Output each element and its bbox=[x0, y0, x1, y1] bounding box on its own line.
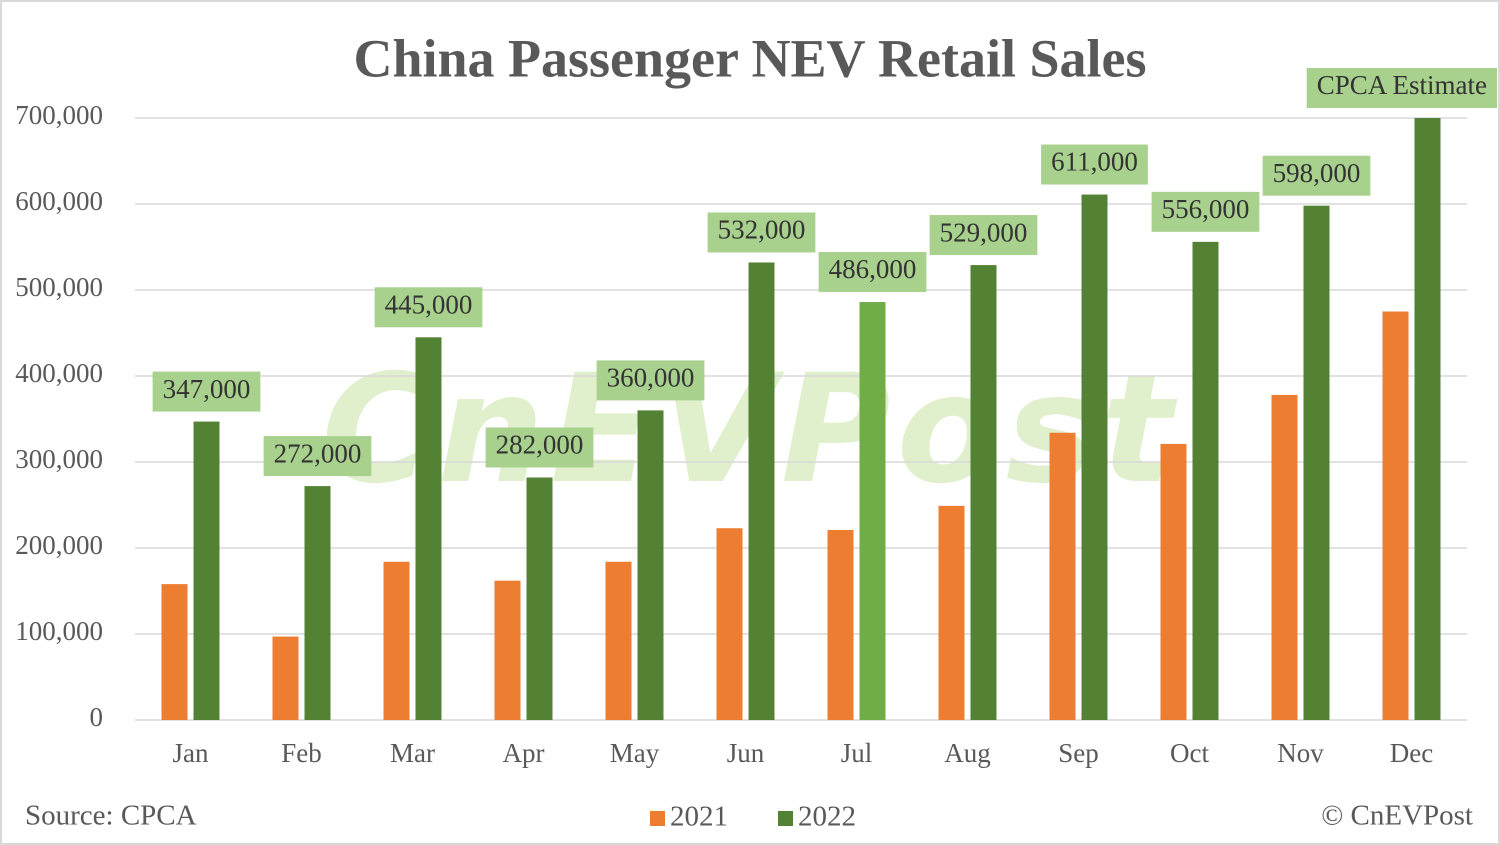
bar bbox=[1049, 432, 1076, 720]
data-label: 445,000 bbox=[374, 287, 483, 328]
x-tick-label: Oct bbox=[1170, 738, 1209, 768]
label-box bbox=[152, 371, 261, 412]
data-label-text: 445,000 bbox=[385, 290, 473, 320]
x-tick-label: Apr bbox=[503, 738, 545, 768]
legend-swatch bbox=[778, 811, 793, 826]
bar bbox=[716, 528, 743, 720]
data-label: 272,000 bbox=[263, 436, 372, 477]
label-box bbox=[929, 215, 1038, 256]
data-label: 611,000 bbox=[1041, 144, 1148, 185]
data-label: CPCA Estimate bbox=[1306, 68, 1497, 108]
bar bbox=[1081, 194, 1108, 721]
label-box bbox=[707, 212, 816, 253]
label-box bbox=[263, 436, 372, 477]
legend-swatch bbox=[650, 811, 665, 826]
y-tick-label: 0 bbox=[90, 702, 104, 732]
data-label: 486,000 bbox=[818, 252, 927, 293]
bar bbox=[526, 477, 553, 720]
bar bbox=[859, 302, 886, 720]
y-tick-label: 700,000 bbox=[15, 100, 103, 130]
x-tick-label: Aug bbox=[944, 738, 991, 768]
data-label-text: CPCA Estimate bbox=[1317, 70, 1487, 100]
bar bbox=[970, 265, 997, 720]
y-tick-label: 100,000 bbox=[15, 616, 103, 646]
chart-title: China Passenger NEV Retail Sales bbox=[353, 28, 1146, 88]
data-label-text: 556,000 bbox=[1162, 194, 1250, 224]
y-tick-label: 500,000 bbox=[15, 272, 103, 302]
bar bbox=[304, 486, 331, 720]
data-label-text: 529,000 bbox=[940, 217, 1028, 247]
bar bbox=[383, 561, 410, 720]
bar bbox=[1382, 311, 1409, 720]
x-tick-label: Dec bbox=[1390, 738, 1433, 768]
label-box bbox=[485, 427, 594, 468]
label-box bbox=[818, 252, 927, 293]
data-label: 282,000 bbox=[485, 427, 594, 468]
x-tick-label: Nov bbox=[1277, 738, 1324, 768]
data-label-text: 611,000 bbox=[1051, 147, 1138, 177]
y-tick-label: 300,000 bbox=[15, 444, 103, 474]
y-tick-label: 200,000 bbox=[15, 530, 103, 560]
data-label-text: 598,000 bbox=[1273, 158, 1361, 188]
data-label-text: 486,000 bbox=[829, 254, 917, 284]
x-tick-label: Jul bbox=[841, 738, 873, 768]
label-box bbox=[1041, 144, 1148, 185]
bar bbox=[494, 580, 521, 720]
legend-label: 2021 bbox=[670, 801, 728, 833]
x-tick-label: Feb bbox=[281, 738, 322, 768]
bar bbox=[938, 505, 965, 720]
bar bbox=[415, 337, 442, 720]
data-label: 529,000 bbox=[929, 215, 1038, 256]
label-box bbox=[1306, 68, 1497, 108]
bar bbox=[1303, 205, 1330, 721]
bar bbox=[272, 636, 299, 720]
data-label: 532,000 bbox=[707, 212, 816, 253]
watermark: CnEVPost bbox=[321, 343, 1178, 517]
x-tick-label: May bbox=[610, 738, 660, 768]
data-label-text: 282,000 bbox=[496, 430, 584, 460]
bar bbox=[193, 421, 220, 720]
y-tick-label: 400,000 bbox=[15, 358, 103, 388]
bar bbox=[1271, 394, 1298, 720]
x-tick-label: Jan bbox=[173, 738, 209, 768]
legend-label: 2022 bbox=[798, 801, 856, 833]
bar bbox=[605, 561, 632, 720]
credit: © CnEVPost bbox=[1321, 800, 1473, 832]
bar bbox=[1414, 118, 1441, 720]
bar bbox=[1160, 443, 1187, 720]
source: Source: CPCA bbox=[25, 800, 197, 832]
data-label-text: 347,000 bbox=[163, 374, 251, 404]
bar bbox=[827, 529, 854, 720]
data-label-text: 360,000 bbox=[607, 363, 695, 393]
data-label: 598,000 bbox=[1262, 155, 1371, 196]
y-tick-label: 600,000 bbox=[15, 186, 103, 216]
data-label-text: 532,000 bbox=[718, 215, 806, 245]
data-label-text: 272,000 bbox=[274, 438, 362, 468]
x-tick-label: Jun bbox=[727, 738, 765, 768]
data-label: 556,000 bbox=[1151, 191, 1260, 232]
bar bbox=[637, 410, 664, 720]
label-box bbox=[596, 360, 705, 401]
label-box bbox=[1262, 155, 1371, 196]
bar bbox=[748, 262, 775, 720]
label-box bbox=[1151, 191, 1260, 232]
label-box bbox=[374, 287, 483, 328]
x-tick-label: Mar bbox=[390, 738, 435, 768]
bar bbox=[161, 584, 188, 720]
bar bbox=[1192, 241, 1219, 720]
data-label: 360,000 bbox=[596, 360, 705, 401]
data-label: 347,000 bbox=[152, 371, 261, 412]
x-tick-label: Sep bbox=[1058, 738, 1099, 768]
